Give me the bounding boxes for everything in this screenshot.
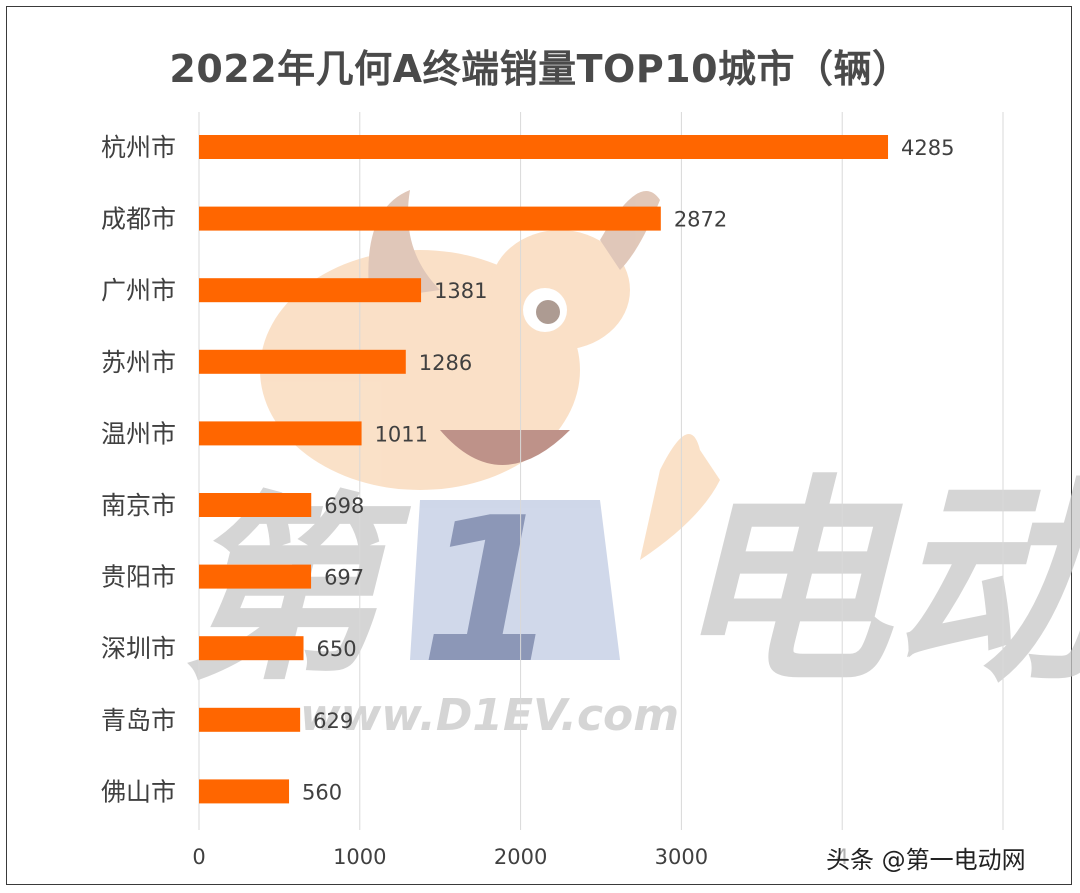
x-tick-label: 0 xyxy=(192,845,205,869)
watermark-text: 第 1 电动 www.D1EV.com xyxy=(180,456,1080,741)
data-label: 698 xyxy=(324,494,364,518)
category-label: 苏州市 xyxy=(101,348,176,377)
category-label: 贵阳市 xyxy=(101,563,176,592)
bar xyxy=(199,206,661,231)
data-label: 1286 xyxy=(419,351,472,375)
data-label: 4285 xyxy=(901,136,954,160)
x-tick-label: 3000 xyxy=(655,845,708,869)
bars xyxy=(199,135,889,804)
bar xyxy=(199,564,312,589)
category-label: 佛山市 xyxy=(101,777,176,806)
category-label: 南京市 xyxy=(101,491,176,520)
data-label: 1011 xyxy=(375,422,428,446)
data-label: 697 xyxy=(324,566,364,590)
category-label: 温州市 xyxy=(101,419,176,448)
x-tick-labels: 01000200030004 xyxy=(192,845,849,869)
data-label: 2872 xyxy=(674,208,727,232)
category-label: 广州市 xyxy=(101,276,176,305)
watermark-char-3: 电动 xyxy=(670,456,1080,712)
bar xyxy=(199,278,422,303)
watermark-char-2: 1 xyxy=(420,475,559,708)
category-label: 青岛市 xyxy=(101,706,176,735)
footer-watermark: 头条 @第一电动网 xyxy=(822,840,1030,875)
data-label: 560 xyxy=(302,780,342,804)
bar xyxy=(199,421,362,446)
bar xyxy=(199,779,290,804)
bar xyxy=(199,493,312,517)
category-label: 成都市 xyxy=(101,205,176,234)
watermark-url: www.D1EV.com xyxy=(300,690,679,741)
bar xyxy=(199,349,406,374)
bar xyxy=(199,135,889,159)
category-label: 杭州市 xyxy=(101,133,176,162)
bar xyxy=(199,707,301,732)
data-label: 1381 xyxy=(434,279,487,303)
data-labels: 4285 2872 1381 1286 1011 698 697 650 629 560 xyxy=(302,136,954,804)
bar xyxy=(199,636,304,661)
data-label: 650 xyxy=(317,637,357,661)
chart-title: 2022年几何A终端销量TOP10城市（辆） xyxy=(169,47,911,91)
x-tick-label: 2000 xyxy=(494,845,547,869)
x-tick-label: 1000 xyxy=(333,845,386,869)
data-label: 629 xyxy=(313,709,353,733)
category-label: 深圳市 xyxy=(101,634,176,663)
